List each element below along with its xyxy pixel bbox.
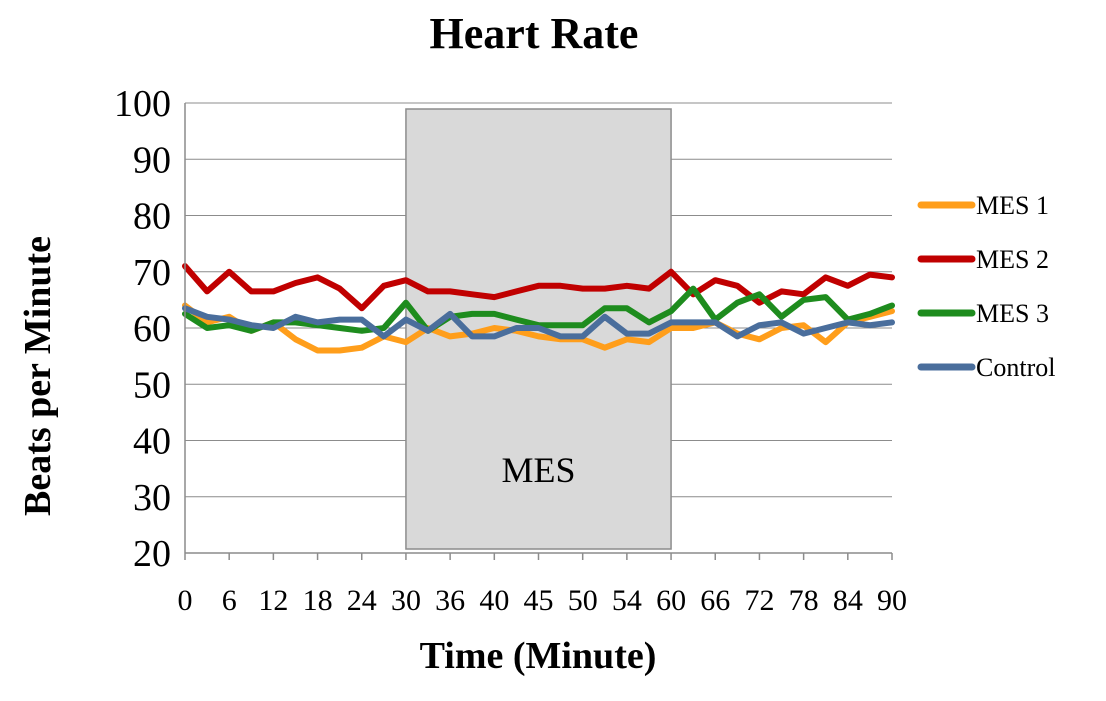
x-tick-label: 30 bbox=[391, 584, 421, 617]
x-tick-label: 24 bbox=[347, 584, 377, 617]
x-tick-label: 12 bbox=[258, 584, 288, 617]
x-tick-label: 40 bbox=[479, 584, 509, 617]
y-tick-label: 30 bbox=[133, 477, 171, 519]
y-tick-label: 100 bbox=[114, 83, 171, 125]
x-tick-label: 60 bbox=[656, 584, 686, 617]
y-tick-label: 90 bbox=[133, 139, 171, 181]
y-axis-label: Beats per Minute bbox=[17, 236, 59, 516]
x-tick-label: 66 bbox=[700, 584, 730, 617]
x-tick-label: 50 bbox=[568, 584, 598, 617]
y-tick-label: 20 bbox=[133, 533, 171, 575]
mes-region-label: MES bbox=[501, 450, 575, 490]
y-tick-label: 40 bbox=[133, 421, 171, 463]
legend-label: MES 3 bbox=[976, 299, 1049, 328]
legend: MES 1 MES 2 MES 3 Control bbox=[917, 191, 1055, 382]
x-tick-label: 84 bbox=[833, 584, 863, 617]
x-tick-label: 0 bbox=[178, 584, 193, 617]
series-line-control bbox=[182, 305, 895, 340]
x-tick-label: 36 bbox=[435, 584, 465, 617]
y-tick-label: 50 bbox=[133, 364, 171, 406]
x-tick-label: 18 bbox=[303, 584, 333, 617]
legend-label: Control bbox=[976, 353, 1055, 382]
x-tick-label: 90 bbox=[877, 584, 907, 617]
series-line-mes-1 bbox=[182, 302, 895, 354]
y-tick-label: 70 bbox=[133, 252, 171, 294]
chart-title: Heart Rate bbox=[430, 9, 639, 58]
series-lines bbox=[182, 263, 895, 354]
x-tick-label: 72 bbox=[744, 584, 774, 617]
x-axis-label: Time (Minute) bbox=[420, 635, 657, 677]
x-tick-label: 45 bbox=[524, 584, 554, 617]
legend-label: MES 2 bbox=[976, 245, 1049, 274]
axes: 20 30 40 50 60 70 80 90 100 0 6 12 18 24 30 36 40 45 50 54 6… bbox=[114, 83, 907, 617]
x-tick-label: 6 bbox=[222, 584, 237, 617]
y-tick-label: 80 bbox=[133, 196, 171, 238]
x-tick-label: 54 bbox=[612, 584, 642, 617]
y-tick-label: 60 bbox=[133, 308, 171, 350]
legend-label: MES 1 bbox=[976, 191, 1049, 220]
x-tick-label: 78 bbox=[789, 584, 819, 617]
series-line-mes-2 bbox=[182, 263, 895, 312]
mes-shaded-region: MES bbox=[405, 108, 672, 550]
